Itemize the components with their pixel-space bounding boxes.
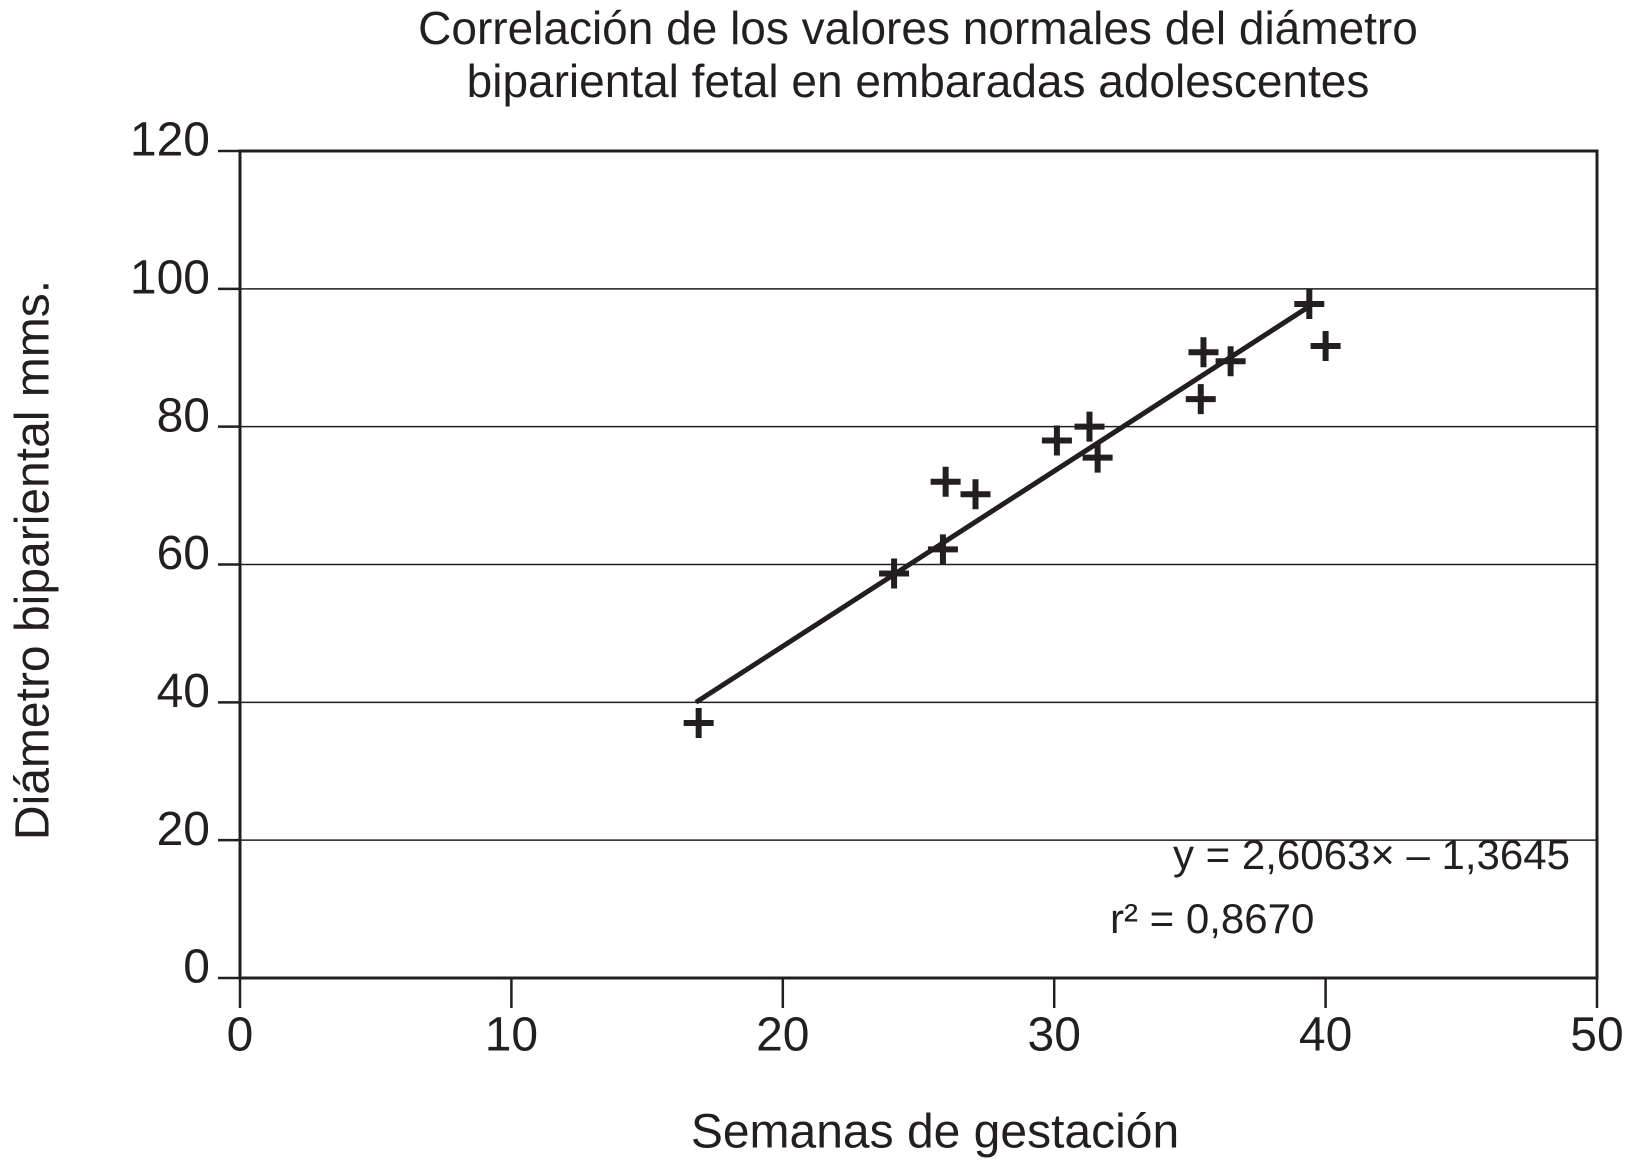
data-point [960, 479, 991, 510]
x-tick-label: 40 [1299, 1009, 1352, 1062]
data-point [1185, 384, 1216, 415]
data-point [1310, 331, 1341, 362]
x-tick-label: 10 [485, 1009, 538, 1062]
y-tick-label: 0 [183, 941, 210, 994]
data-point [1041, 425, 1072, 456]
plot-frame [238, 149, 1599, 980]
chart-title: Correlación de los valores normales del … [418, 2, 1418, 54]
data-point [879, 558, 910, 589]
data-point [683, 708, 714, 739]
data-point [1294, 288, 1325, 319]
y-tick-label: 120 [130, 114, 210, 167]
data-point [1188, 337, 1219, 368]
x-tick-label: 50 [1570, 1009, 1623, 1062]
chart-title: bipariental fetal en embaradas adolescen… [467, 55, 1370, 107]
data-point [1074, 411, 1105, 442]
annotation: r² = 0,8670 [1110, 895, 1314, 942]
data-point [930, 466, 961, 497]
data-point [927, 534, 958, 565]
y-tick-label: 100 [130, 252, 210, 305]
y-tick-label: 20 [157, 803, 210, 856]
y-tick-label: 80 [157, 389, 210, 442]
annotation: y = 2,6063× – 1,3645 [1173, 831, 1570, 878]
x-axis-label: Semanas de gestación [691, 1106, 1179, 1159]
x-tick-label: 20 [756, 1009, 809, 1062]
data-point [1215, 346, 1246, 377]
x-tick-label: 30 [1028, 1009, 1081, 1062]
data-point [1082, 442, 1113, 473]
y-tick-label: 40 [157, 665, 210, 718]
y-tick-label: 60 [157, 527, 210, 580]
y-axis-label: Diámetro bipariental mms. [7, 280, 60, 840]
x-tick-label: 0 [227, 1009, 254, 1062]
trend-line [694, 306, 1308, 705]
